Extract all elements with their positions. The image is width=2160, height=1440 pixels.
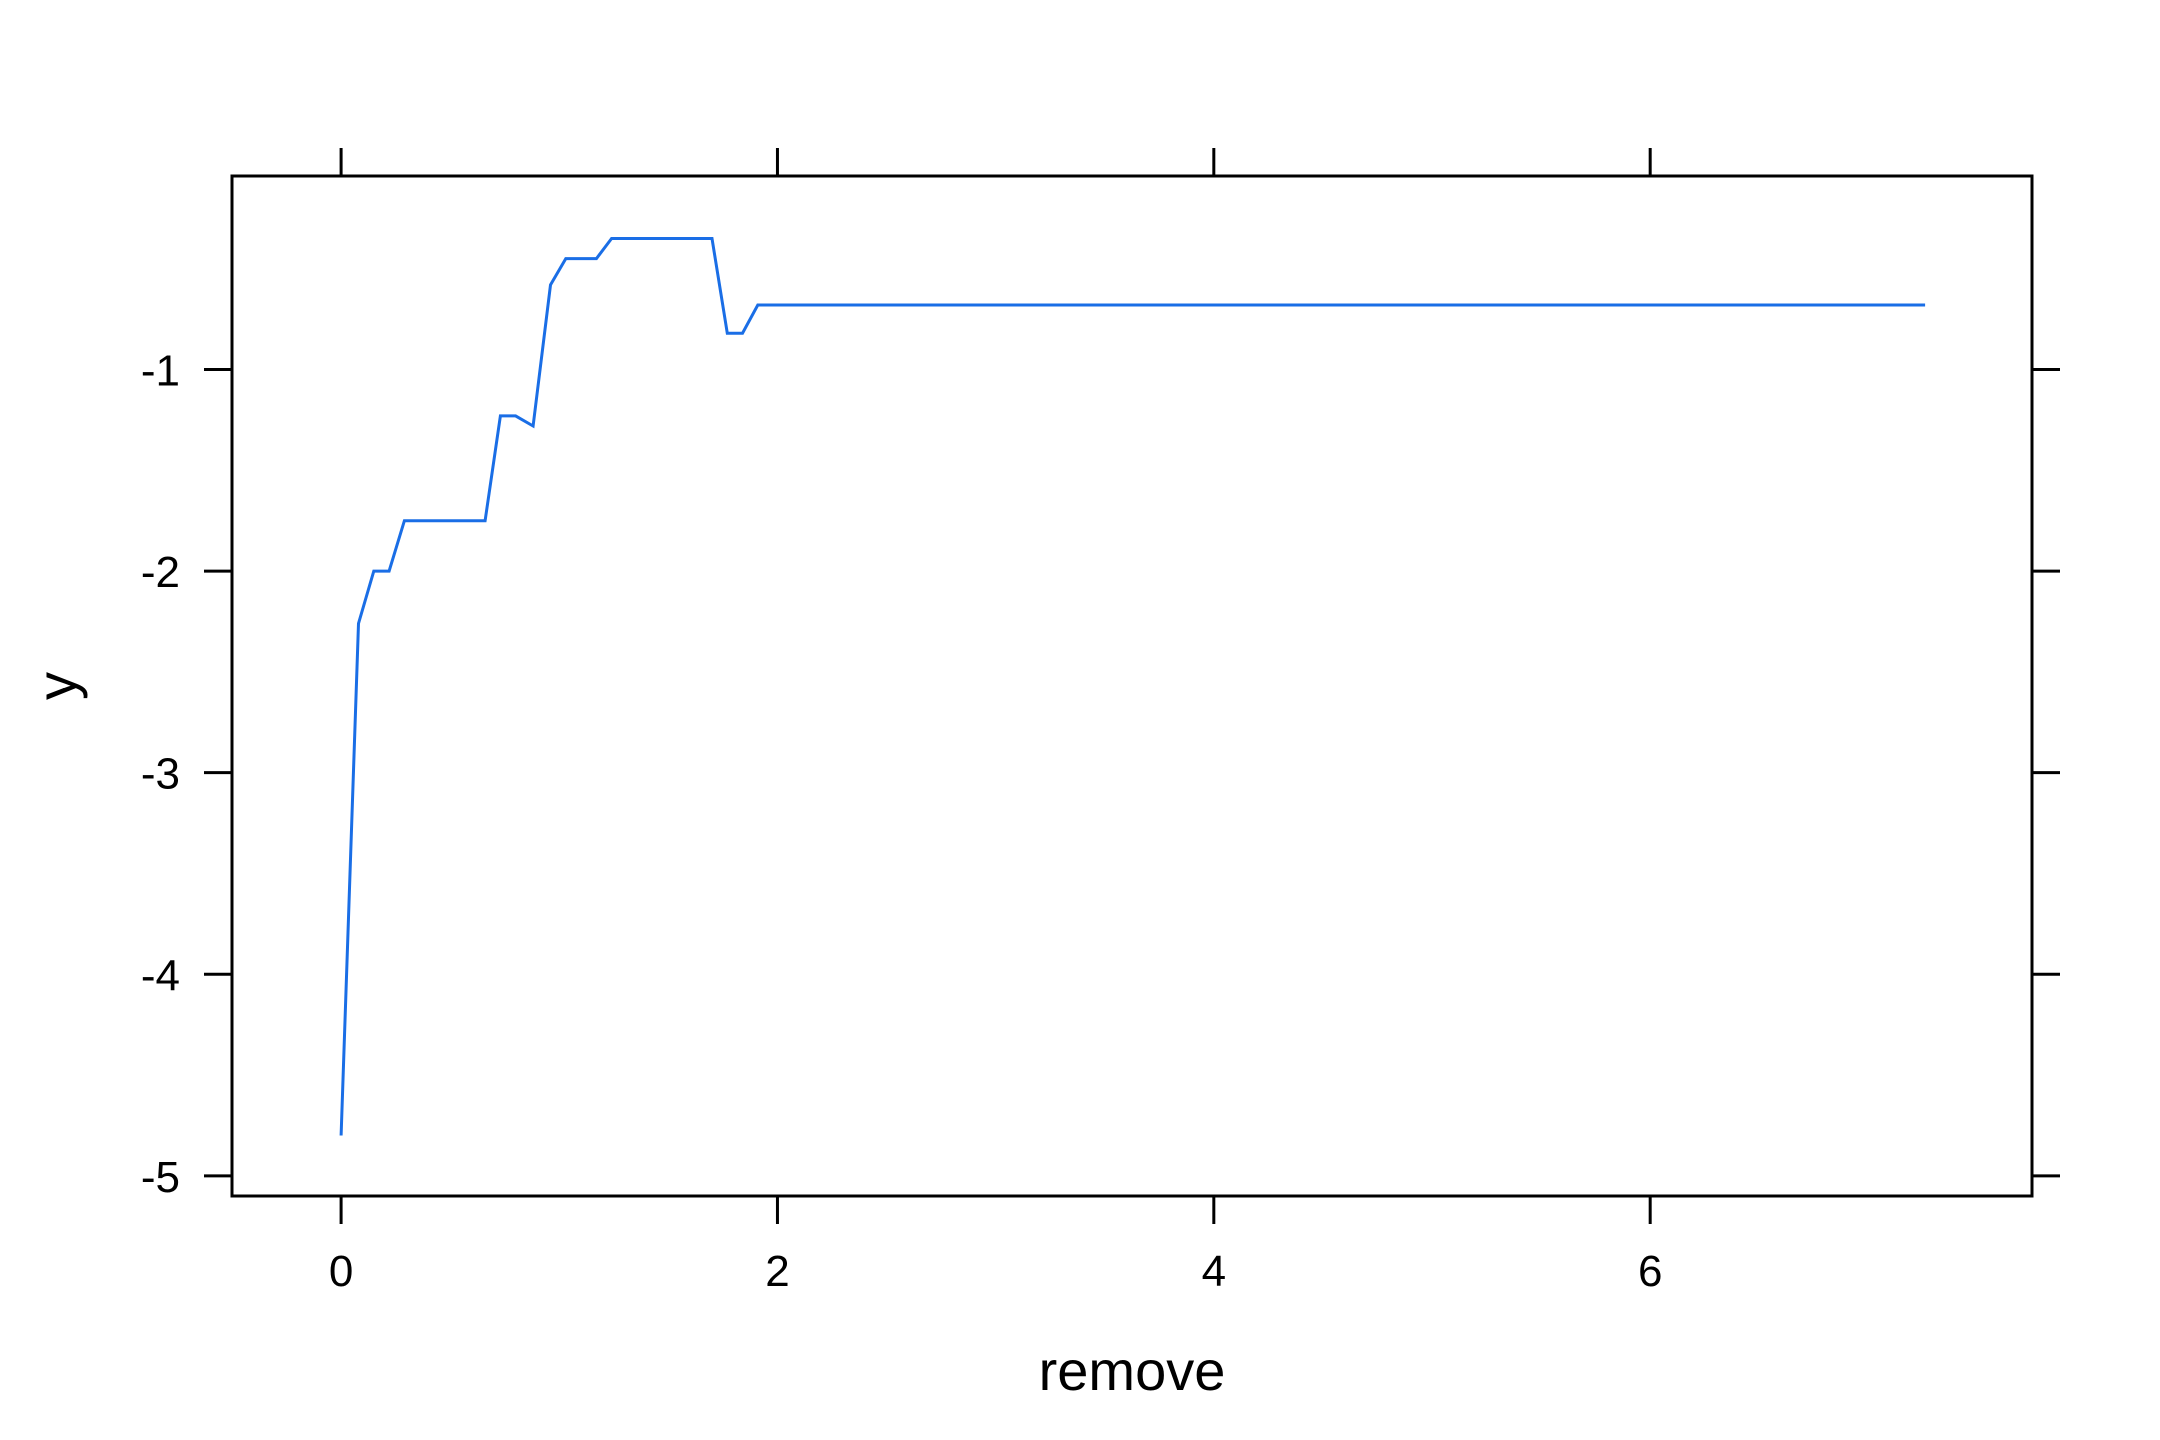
y-tick-label: -4	[141, 951, 180, 1000]
x-tick-label: 4	[1202, 1247, 1226, 1296]
x-tick-label: 6	[1638, 1247, 1662, 1296]
x-tick-label: 0	[329, 1247, 353, 1296]
x-axis-title: remove	[1039, 1339, 1226, 1402]
series-layer	[339, 237, 1926, 1136]
tick-labels: 0 2 4 6 -5 -4 -3 -2 -1	[141, 347, 1663, 1296]
y-tick-label: -5	[141, 1153, 180, 1202]
y-axis-title: y	[25, 672, 88, 700]
axis-ticks	[204, 148, 2060, 1224]
series-line	[339, 237, 1926, 1136]
y-tick-label: -1	[141, 347, 180, 396]
x-tick-label: 2	[765, 1247, 789, 1296]
plot-frame	[230, 174, 2034, 1198]
y-tick-label: -2	[141, 548, 180, 597]
y-tick-label: -3	[141, 750, 180, 799]
